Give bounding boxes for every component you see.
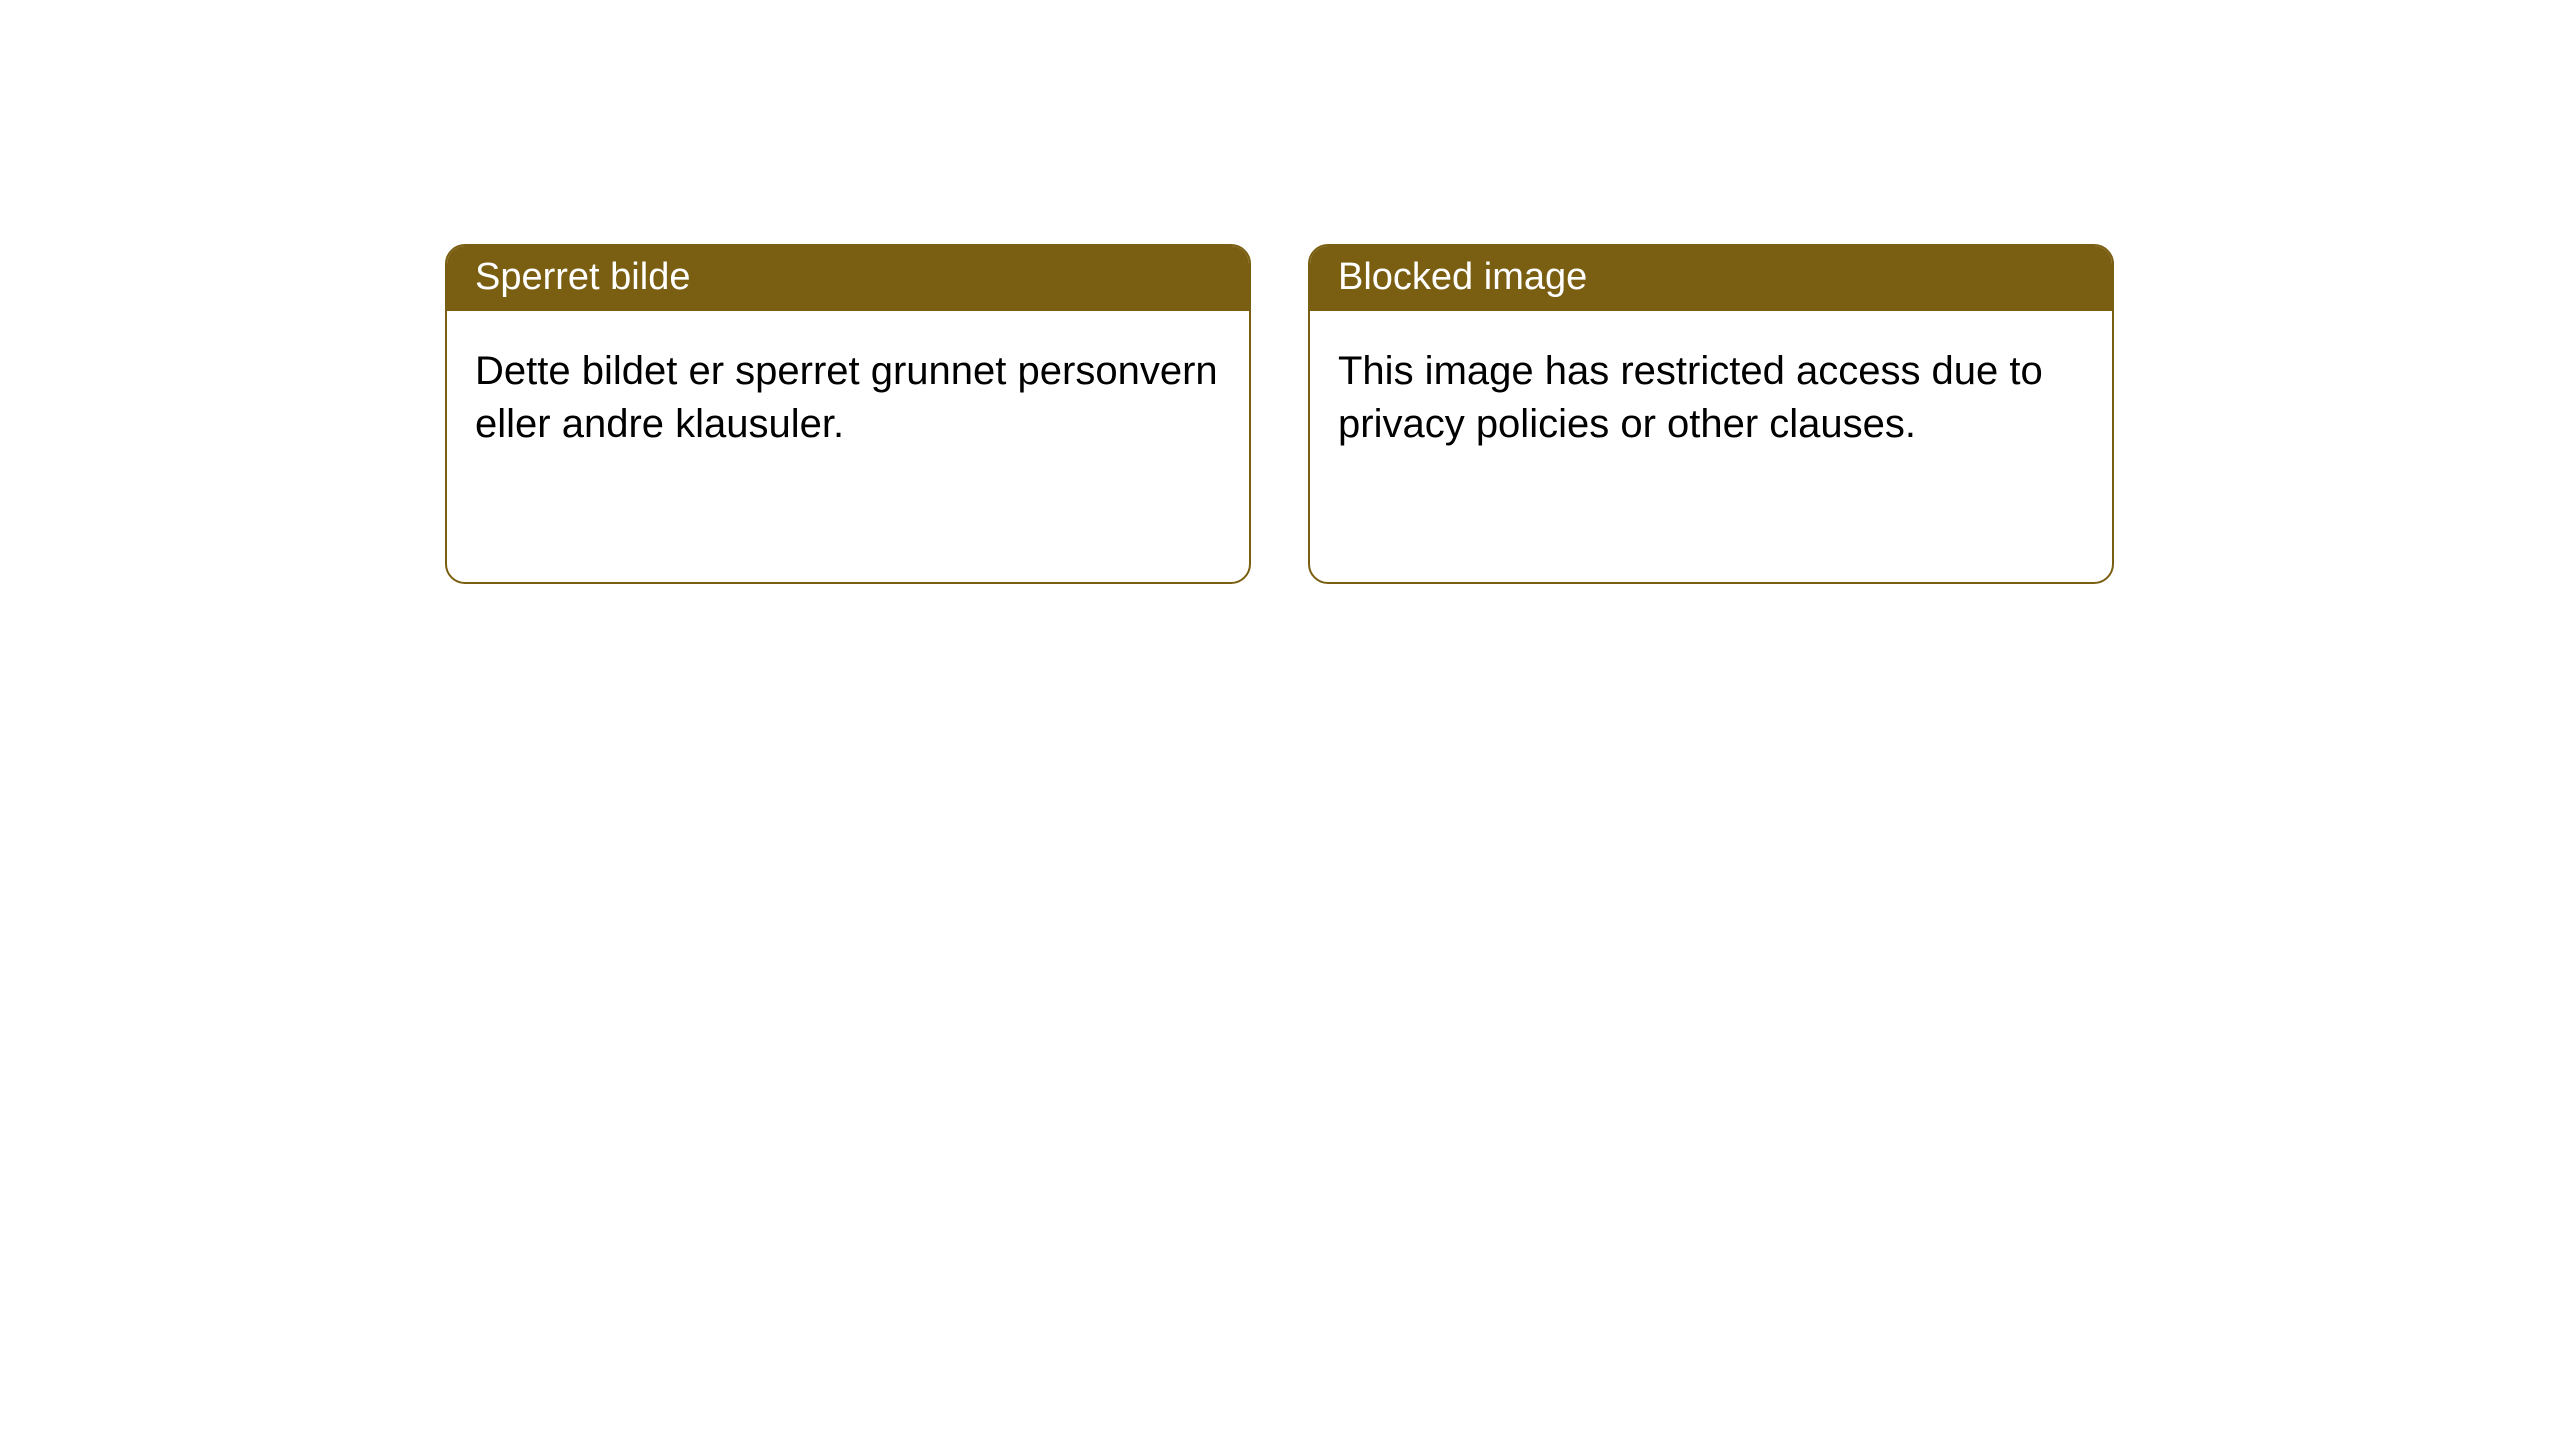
notice-container: Sperret bilde Dette bildet er sperret gr…	[0, 0, 2560, 584]
notice-card-english: Blocked image This image has restricted …	[1308, 244, 2114, 584]
notice-card-norwegian: Sperret bilde Dette bildet er sperret gr…	[445, 244, 1251, 584]
notice-header: Sperret bilde	[447, 246, 1249, 311]
notice-body: Dette bildet er sperret grunnet personve…	[447, 311, 1249, 485]
notice-body: This image has restricted access due to …	[1310, 311, 2112, 485]
notice-header: Blocked image	[1310, 246, 2112, 311]
